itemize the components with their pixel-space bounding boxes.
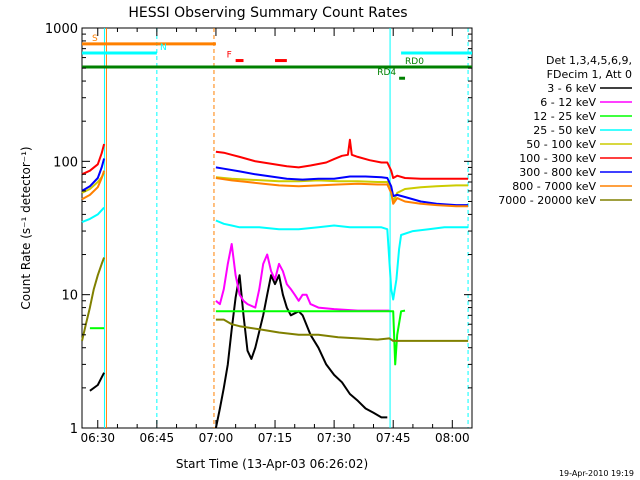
y-tick-label-2: 100 — [53, 155, 78, 170]
series-line-0-0 — [89, 372, 105, 392]
x-tick-label-1: 06:45 — [140, 431, 175, 445]
series-line-5-1 — [215, 138, 469, 180]
plot-frame — [81, 27, 473, 429]
x-tick-label-4: 07:30 — [317, 431, 352, 445]
vertical-markers — [103, 28, 469, 428]
legend-header-line-2: FDecim 1, Att 0 — [547, 68, 632, 81]
legend-label-3: 25 - 50 keV — [533, 124, 596, 137]
legend-label-0: 3 - 6 keV — [547, 82, 596, 95]
chart-title: HESSI Observing Summary Count Rates — [128, 5, 407, 21]
legend-header-line-1: Det 1,3,4,5,6,9, — [546, 54, 632, 67]
legend-label-2: 12 - 25 keV — [533, 110, 596, 123]
y-tick-label-3: 1000 — [45, 22, 78, 37]
series-line-8-1 — [215, 318, 469, 342]
series-lines — [81, 138, 469, 429]
x-tick-label-3: 07:15 — [258, 431, 293, 445]
flag-f-label: F — [227, 51, 232, 61]
legend-label-5: 100 - 300 keV — [519, 152, 596, 165]
y-tick-label-1: 10 — [61, 289, 78, 304]
x-tick-label-2: 07:00 — [199, 431, 234, 445]
y-tick-label-0: 1 — [70, 422, 78, 437]
x-tick-label-6: 08:00 — [435, 431, 470, 445]
x-tick-label-0: 06:30 — [80, 431, 115, 445]
plot-area: S N F RD0 RD4 06:30 06:45 07:00 07:15 07:30 07:45… — [45, 22, 473, 445]
flag-rd0-label: RD0 — [405, 57, 424, 67]
legend-label-1: 6 - 12 keV — [540, 96, 596, 109]
series-line-1-0 — [215, 243, 390, 312]
x-axis-ticks: 06:30 06:45 07:00 07:15 07:30 07:45 08:00 — [80, 28, 470, 445]
legend-label-8: 7000 - 20000 keV — [498, 194, 596, 207]
footer-date: 19-Apr-2010 19:19 — [559, 469, 634, 478]
legend-label-7: 800 - 7000 keV — [512, 180, 596, 193]
x-tick-label-5: 07:45 — [376, 431, 411, 445]
legend-label-4: 50 - 100 keV — [526, 138, 596, 151]
flag-n-label: N — [160, 43, 167, 53]
series-line-3-0 — [81, 206, 105, 224]
series-line-4-1 — [215, 176, 469, 203]
series-line-6-1 — [215, 166, 469, 207]
y-axis-label: Count Rate (s⁻¹ detector⁻¹) — [19, 146, 33, 309]
series-line-0-1 — [214, 274, 388, 429]
series-line-5-0 — [81, 143, 106, 176]
series-line-7-1 — [215, 177, 469, 208]
instrument-flags: S N F RD0 RD4 — [82, 34, 472, 80]
series-line-3-1 — [215, 219, 469, 301]
flag-s-label: S — [92, 34, 98, 44]
legend-label-6: 300 - 800 keV — [519, 166, 596, 179]
x-axis-label: Start Time (13-Apr-03 06:26:02) — [176, 457, 368, 471]
y-axis-ticks: 1 10 100 1000 — [45, 22, 472, 437]
series-line-2-1 — [215, 309, 406, 366]
series-line-7-0 — [81, 170, 106, 201]
flag-rd4-label: RD4 — [377, 68, 396, 78]
legend: Det 1,3,4,5,6,9, FDecim 1, Att 0 3 - 6 k… — [498, 54, 632, 207]
series-line-6-0 — [81, 158, 106, 192]
